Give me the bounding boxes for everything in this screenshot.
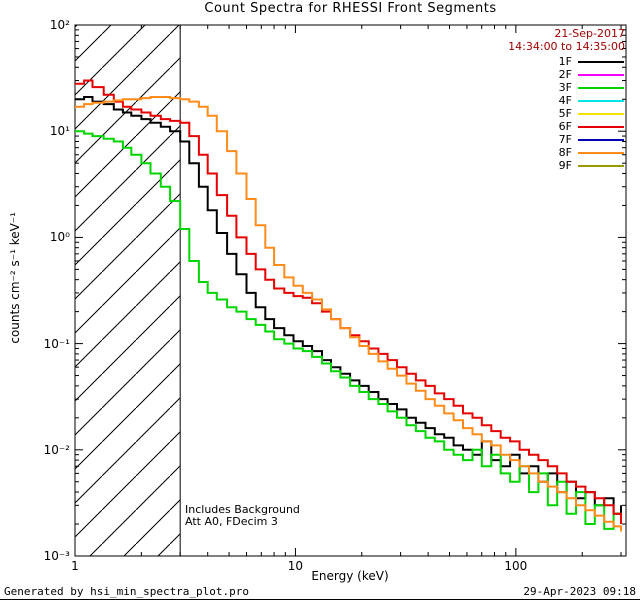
legend-label: 7F bbox=[558, 133, 572, 146]
x-axis-label: Energy (keV) bbox=[311, 569, 389, 583]
render-timestamp: 29-Apr-2023 09:18 bbox=[523, 585, 636, 598]
legend-entry-9F: 9F bbox=[559, 159, 624, 172]
y-axis-label: counts cm⁻² s⁻¹ keV⁻¹ bbox=[8, 212, 22, 344]
legend-entry-5F: 5F bbox=[559, 107, 624, 120]
legend-entry-3F: 3F bbox=[559, 81, 624, 94]
legend-color-swatch bbox=[578, 138, 624, 141]
legend-entry-4F: 4F bbox=[559, 94, 624, 107]
chart-title: Count Spectra for RHESSI Front Segments bbox=[204, 1, 497, 16]
x-tick-label: 100 bbox=[504, 559, 528, 573]
legend-color-swatch bbox=[578, 86, 624, 89]
legend-label: 2F bbox=[558, 68, 572, 81]
legend-color-swatch bbox=[578, 112, 624, 115]
legend-label: 8F bbox=[558, 146, 572, 159]
date-label: 21-Sep-2017 bbox=[554, 27, 625, 40]
legend-color-swatch bbox=[578, 151, 624, 154]
y-tick-label: 10⁻² bbox=[43, 442, 70, 457]
legend-color-swatch bbox=[578, 60, 624, 63]
spectrum-curve-8F bbox=[75, 96, 622, 532]
generator-label: Generated by hsi_min_spectra_plot.pro bbox=[4, 585, 250, 598]
x-tick-label: 10 bbox=[287, 559, 304, 573]
y-tick-label: 10¹ bbox=[49, 124, 70, 139]
y-tick-label: 10² bbox=[49, 18, 70, 32]
legend-label: 3F bbox=[558, 81, 572, 94]
plot-frame bbox=[74, 24, 627, 557]
legend-label: 1F bbox=[558, 55, 572, 68]
time-range-label: 14:34:00 to 14:35:00 bbox=[508, 40, 625, 53]
legend-entry-6F: 6F bbox=[559, 120, 624, 133]
legend-entry-2F: 2F bbox=[559, 68, 624, 81]
legend-label: 5F bbox=[558, 107, 572, 120]
legend-entry-8F: 8F bbox=[559, 146, 624, 159]
legend-entry-1F: 1F bbox=[559, 55, 624, 68]
legend: 1F 2F 3F 4F 5F 6F 7F 8F 9F bbox=[559, 55, 624, 172]
legend-label: 9F bbox=[558, 159, 572, 172]
spectrum-curve-3F bbox=[75, 130, 622, 530]
y-tick-label: 10⁰ bbox=[49, 230, 70, 245]
legend-entry-7F: 7F bbox=[559, 133, 624, 146]
annotation-includes-background: Includes Background bbox=[185, 503, 300, 516]
annotation-attenuator-state: Att A0, FDecim 3 bbox=[185, 515, 278, 528]
legend-label: 6F bbox=[558, 120, 572, 133]
legend-color-swatch bbox=[578, 125, 624, 128]
y-tick-label: 10⁻³ bbox=[43, 549, 70, 563]
legend-label: 4F bbox=[558, 94, 572, 107]
y-tick-label: 10⁻¹ bbox=[43, 336, 70, 351]
legend-color-swatch bbox=[578, 164, 624, 167]
x-tick-label: 1 bbox=[71, 559, 79, 573]
legend-color-swatch bbox=[578, 99, 624, 102]
legend-color-swatch bbox=[578, 73, 624, 76]
